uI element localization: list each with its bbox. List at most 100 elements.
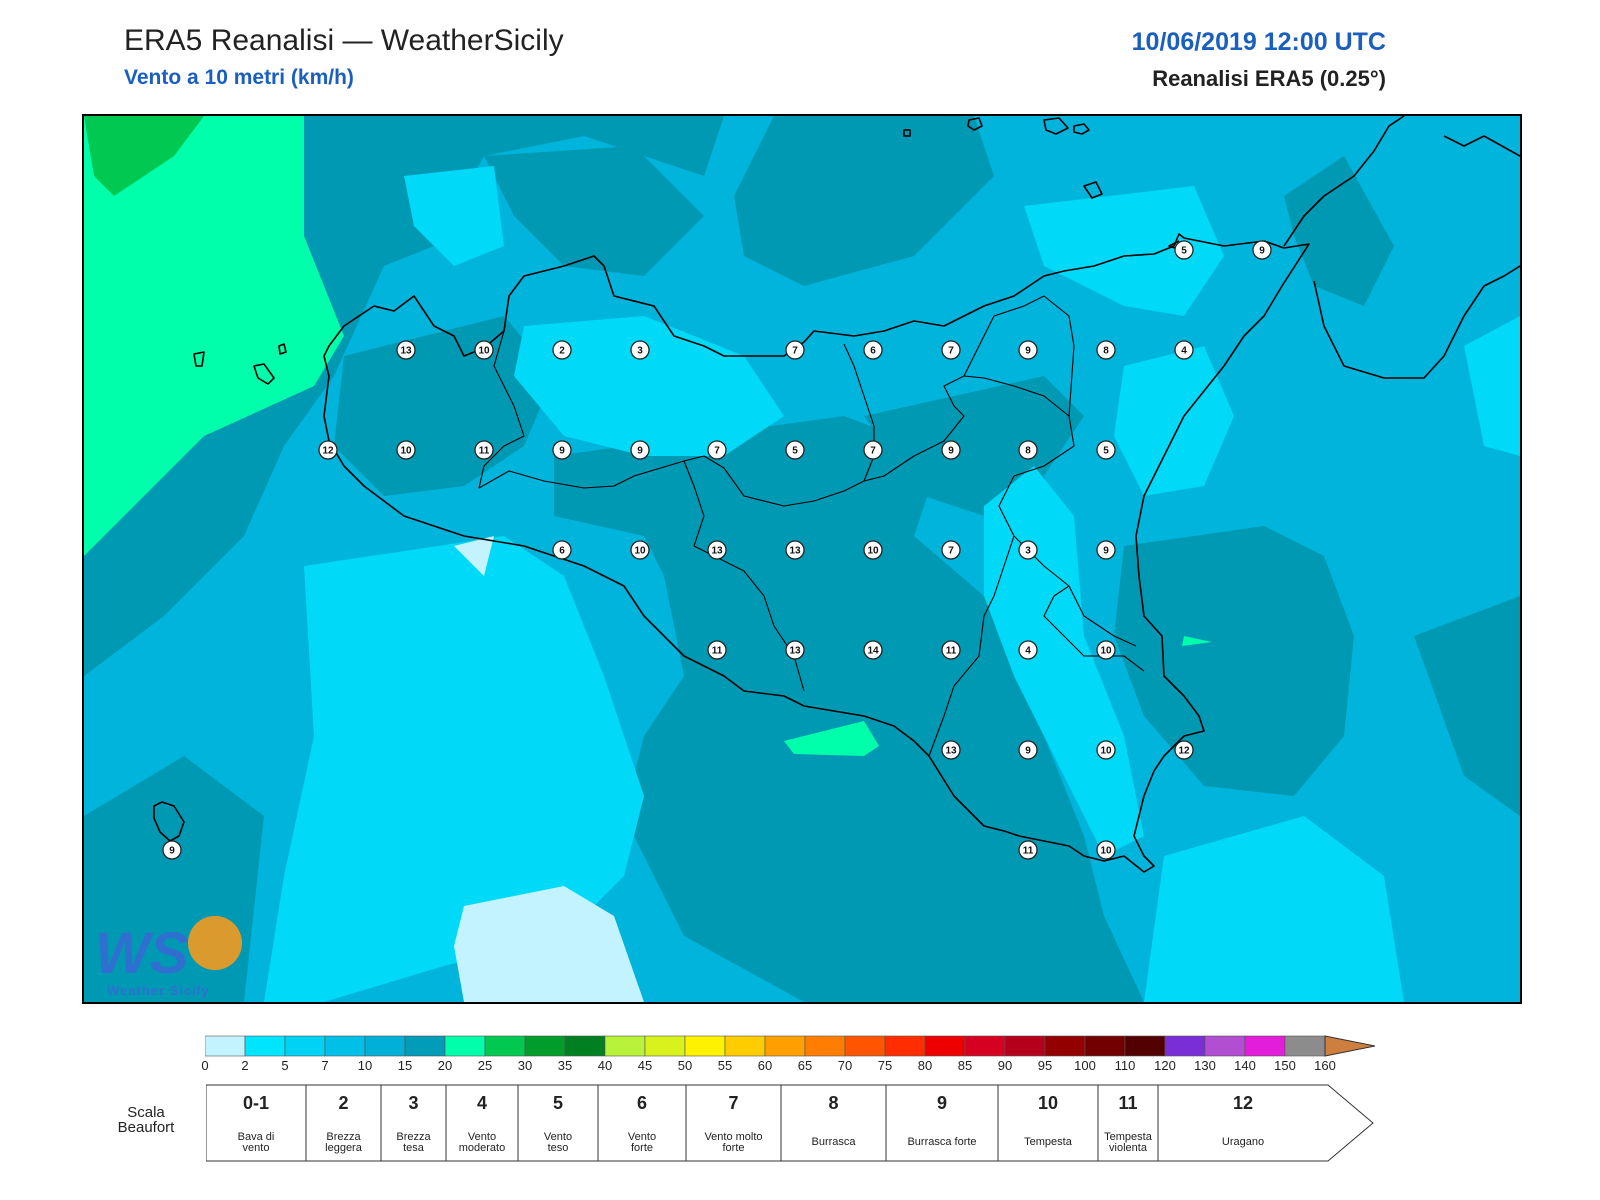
beaufort-label: Vento — [468, 1131, 496, 1143]
station-marker[interactable]: 11 — [474, 440, 494, 460]
colorbar-cell — [1044, 1035, 1086, 1057]
station-marker[interactable]: 13 — [785, 640, 805, 660]
svg-text:9: 9 — [1025, 746, 1031, 757]
svg-text:7: 7 — [948, 346, 954, 357]
beaufort-label: teso — [548, 1142, 569, 1154]
colorbar-cell — [404, 1035, 446, 1057]
colorbar-cell — [764, 1035, 806, 1057]
station-marker[interactable]: 3 — [630, 340, 650, 360]
svg-text:14: 14 — [867, 646, 879, 657]
beaufort-label: Tempesta — [1024, 1136, 1073, 1148]
station-marker[interactable]: 8 — [1018, 440, 1038, 460]
station-marker[interactable]: 13 — [707, 540, 727, 560]
beaufort-number: 9 — [937, 1093, 947, 1113]
station-marker[interactable]: 9 — [941, 440, 961, 460]
svg-text:6: 6 — [870, 346, 876, 357]
station-marker[interactable]: 10 — [1096, 740, 1116, 760]
beaufort-label: Brezza — [396, 1131, 431, 1143]
colorbar-tick: 50 — [677, 1058, 693, 1073]
station-marker[interactable]: 10 — [1096, 640, 1116, 660]
station-marker[interactable]: 2 — [552, 340, 572, 360]
colorbar-cell — [724, 1035, 766, 1057]
station-marker[interactable]: 8 — [1096, 340, 1116, 360]
map-subtitle: Vento a 10 metri (km/h) — [124, 66, 354, 89]
colorbar-cell — [844, 1035, 886, 1057]
svg-text:5: 5 — [1103, 446, 1109, 457]
colorbar-tick: 30 — [517, 1058, 533, 1073]
colorbar-cell — [1004, 1035, 1046, 1057]
beaufort-label: Tempesta — [1104, 1131, 1153, 1143]
station-marker[interactable]: 3 — [1018, 540, 1038, 560]
beaufort-label: violenta — [1109, 1142, 1148, 1154]
colorbar-tick: 25 — [477, 1058, 493, 1073]
station-marker[interactable]: 10 — [1096, 840, 1116, 860]
station-marker[interactable]: 7 — [785, 340, 805, 360]
colorbar-cells — [205, 1035, 1326, 1057]
colorbar-tick: 140 — [1234, 1058, 1256, 1073]
station-marker[interactable]: 14 — [863, 640, 883, 660]
station-marker[interactable]: 5 — [1096, 440, 1116, 460]
station-marker[interactable]: 9 — [1096, 540, 1116, 560]
station-marker[interactable]: 11 — [941, 640, 961, 660]
colorbar-cell — [244, 1035, 286, 1057]
colorbar-cell — [644, 1035, 686, 1057]
station-marker[interactable]: 4 — [1018, 640, 1038, 660]
station-marker[interactable]: 13 — [785, 540, 805, 560]
station-marker[interactable]: 12 — [318, 440, 338, 460]
svg-text:10: 10 — [478, 346, 490, 357]
station-marker[interactable]: 6 — [552, 540, 572, 560]
station-marker[interactable]: 9 — [162, 840, 182, 860]
beaufort-label: forte — [722, 1142, 744, 1154]
station-marker[interactable]: 6 — [863, 340, 883, 360]
beaufort-level: 8 Burrasca — [780, 1084, 887, 1162]
beaufort-level: 9 Burrasca forte — [885, 1084, 999, 1162]
station-marker[interactable]: 7 — [863, 440, 883, 460]
colorbar-cell — [364, 1035, 406, 1057]
svg-text:10: 10 — [634, 546, 646, 557]
station-marker[interactable]: 10 — [474, 340, 494, 360]
beaufort-label: Vento — [544, 1131, 572, 1143]
station-marker[interactable]: 10 — [396, 440, 416, 460]
station-marker[interactable]: 10 — [863, 540, 883, 560]
svg-text:9: 9 — [637, 446, 643, 457]
station-marker[interactable]: 13 — [396, 340, 416, 360]
svg-text:11: 11 — [479, 446, 490, 457]
station-marker[interactable]: 13 — [941, 740, 961, 760]
station-marker[interactable]: 9 — [552, 440, 572, 460]
station-marker[interactable]: 11 — [1018, 840, 1038, 860]
colorbar-cell — [1084, 1035, 1126, 1057]
colorbar-tick: 20 — [437, 1058, 453, 1073]
station-marker[interactable]: 9 — [1018, 340, 1038, 360]
station-marker[interactable]: 7 — [941, 340, 961, 360]
station-marker[interactable]: 4 — [1174, 340, 1194, 360]
station-marker[interactable]: 7 — [707, 440, 727, 460]
svg-text:13: 13 — [711, 546, 723, 557]
station-marker[interactable]: 10 — [630, 540, 650, 560]
colorbar-tick: 160 — [1314, 1058, 1336, 1073]
beaufort-number: 0-1 — [243, 1093, 269, 1113]
beaufort-number: 5 — [553, 1093, 563, 1113]
wind-field-green-east — [1182, 636, 1212, 646]
station-marker[interactable]: 9 — [1018, 740, 1038, 760]
beaufort-number: 12 — [1233, 1093, 1253, 1113]
svg-text:Weather Sicily: Weather Sicily — [107, 983, 210, 998]
beaufort-label: Brezza — [326, 1131, 361, 1143]
station-marker[interactable]: 7 — [941, 540, 961, 560]
colorbar-tick: 60 — [757, 1058, 773, 1073]
station-marker[interactable]: 9 — [630, 440, 650, 460]
station-marker[interactable]: 11 — [707, 640, 727, 660]
wind-map[interactable]: 13 10 2 3 7 6 7 9 8 4 12 10 11 9 9 7 5 7… — [82, 114, 1522, 1004]
station-marker[interactable]: 12 — [1174, 740, 1194, 760]
colorbar-tick: 80 — [917, 1058, 933, 1073]
colorbar-tick: 100 — [1074, 1058, 1096, 1073]
svg-text:13: 13 — [400, 346, 412, 357]
colorbar-tick: 35 — [557, 1058, 573, 1073]
station-marker[interactable]: 5 — [785, 440, 805, 460]
station-marker[interactable]: 5 — [1174, 240, 1194, 260]
beaufort-number: 2 — [338, 1093, 348, 1113]
colorbar-cell — [1164, 1035, 1206, 1057]
svg-text:13: 13 — [945, 746, 957, 757]
colorbar-cell — [1244, 1035, 1286, 1057]
station-marker[interactable]: 9 — [1252, 240, 1272, 260]
